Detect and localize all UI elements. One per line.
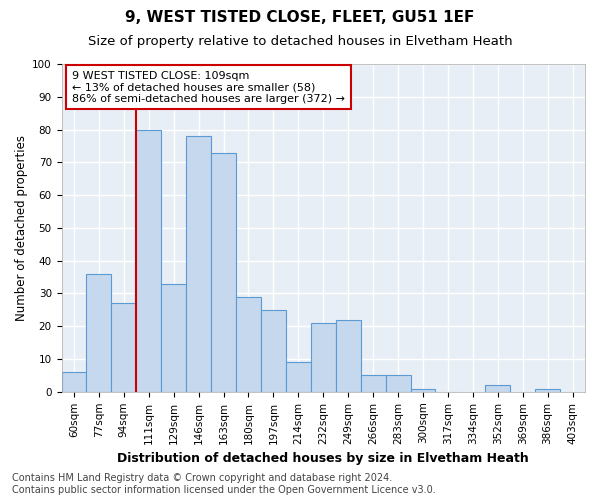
Bar — [361, 376, 386, 392]
Bar — [261, 310, 286, 392]
Bar — [286, 362, 311, 392]
Bar — [336, 320, 361, 392]
Text: Contains HM Land Registry data © Crown copyright and database right 2024.
Contai: Contains HM Land Registry data © Crown c… — [12, 474, 436, 495]
Bar — [236, 297, 261, 392]
Bar — [86, 274, 112, 392]
X-axis label: Distribution of detached houses by size in Elvetham Heath: Distribution of detached houses by size … — [118, 452, 529, 465]
Bar — [62, 372, 86, 392]
Bar — [161, 284, 186, 392]
Bar — [186, 136, 211, 392]
Bar — [136, 130, 161, 392]
Bar — [386, 376, 410, 392]
Bar — [211, 152, 236, 392]
Bar — [410, 388, 436, 392]
Bar — [535, 388, 560, 392]
Text: Size of property relative to detached houses in Elvetham Heath: Size of property relative to detached ho… — [88, 35, 512, 48]
Bar — [485, 386, 510, 392]
Bar — [112, 304, 136, 392]
Text: 9, WEST TISTED CLOSE, FLEET, GU51 1EF: 9, WEST TISTED CLOSE, FLEET, GU51 1EF — [125, 10, 475, 25]
Bar — [311, 323, 336, 392]
Y-axis label: Number of detached properties: Number of detached properties — [15, 135, 28, 321]
Text: 9 WEST TISTED CLOSE: 109sqm
← 13% of detached houses are smaller (58)
86% of sem: 9 WEST TISTED CLOSE: 109sqm ← 13% of det… — [72, 70, 345, 104]
